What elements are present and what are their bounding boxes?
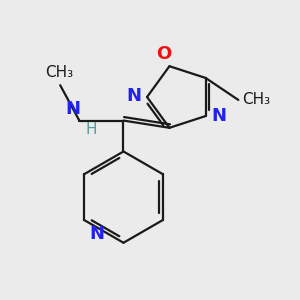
Text: CH₃: CH₃ [242, 92, 270, 107]
Text: N: N [212, 107, 226, 125]
Text: N: N [66, 100, 81, 118]
Text: CH₃: CH₃ [45, 65, 73, 80]
Text: H: H [86, 122, 97, 137]
Text: N: N [89, 225, 104, 243]
Text: N: N [127, 86, 142, 104]
Text: O: O [157, 45, 172, 63]
